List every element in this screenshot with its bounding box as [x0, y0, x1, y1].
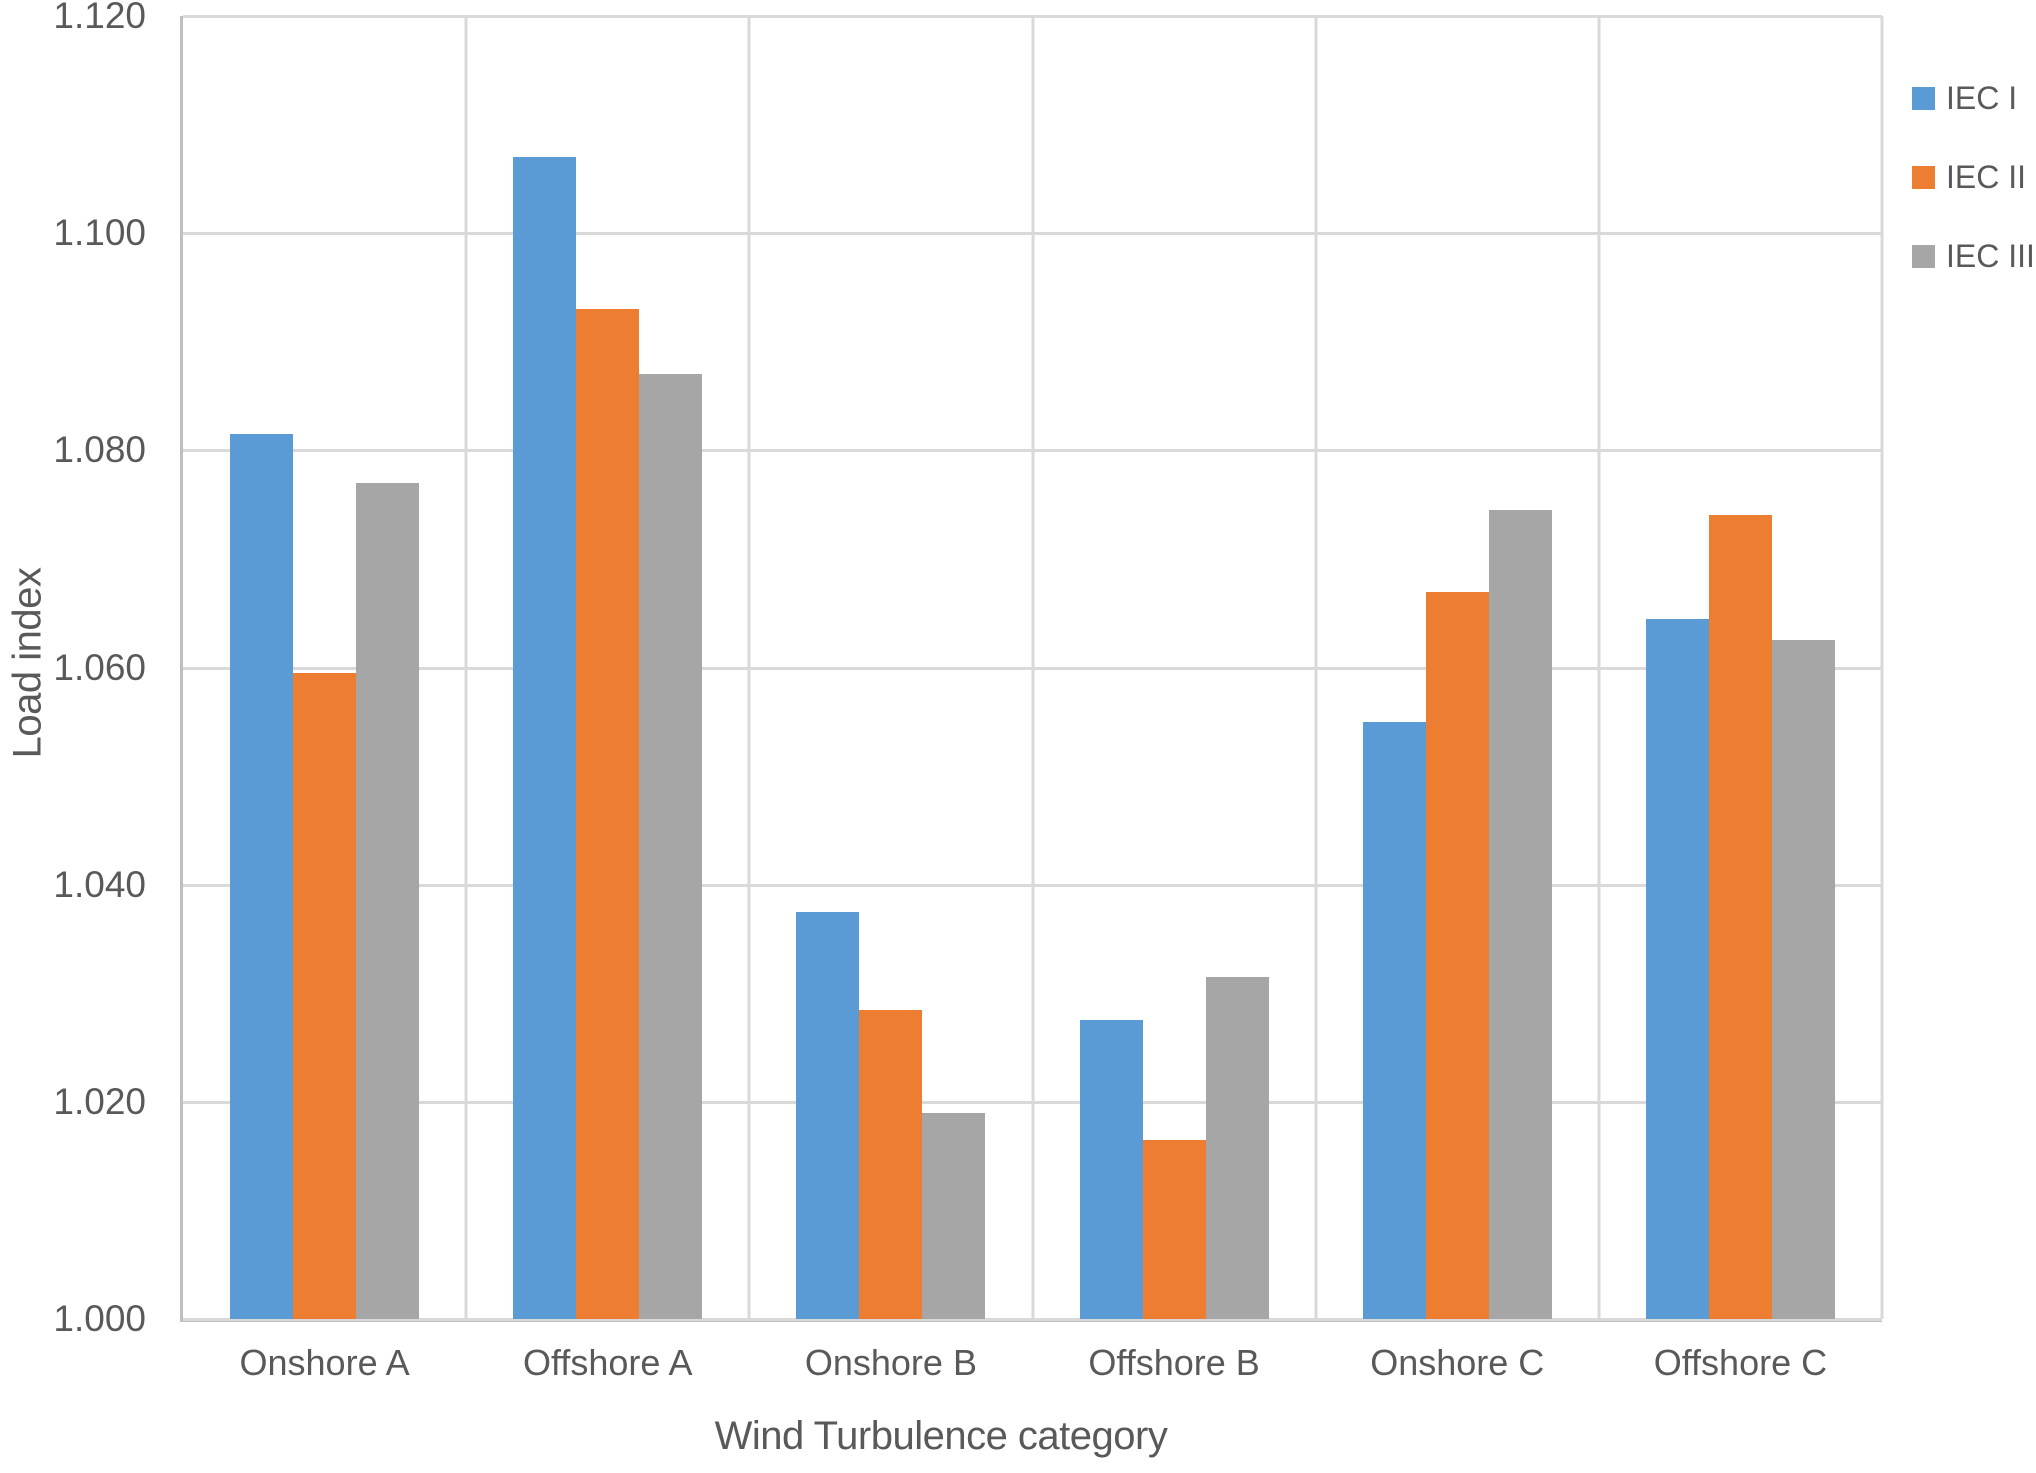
bar-iec-iii-onshore-c	[1488, 510, 1552, 1319]
bar-iec-iii-offshore-a	[639, 374, 703, 1319]
category-column-offshore-a	[466, 16, 749, 1319]
bar-group-offshore-a	[513, 16, 703, 1319]
bar-iec-iii-onshore-a	[356, 482, 419, 1319]
y-axis-line	[180, 16, 183, 1322]
legend-label-iec-i: IEC I	[1946, 79, 2018, 116]
y-tick-label-1.020: 1.020	[53, 1080, 146, 1122]
legend-label-iec-iii: IEC III	[1946, 237, 2035, 274]
y-tick-label-1.040: 1.040	[53, 863, 146, 905]
bar-iec-i-offshore-a	[513, 157, 577, 1319]
v-gridline-5	[1597, 16, 1601, 1319]
v-gridline-4	[1314, 16, 1318, 1319]
legend-label-iec-ii: IEC II	[1946, 158, 2027, 195]
legend-swatch-iec-iii	[1912, 244, 1935, 268]
bar-group-offshore-c	[1645, 16, 1835, 1319]
x-category-label-onshore-b: Onshore B	[804, 1342, 977, 1383]
bar-iec-ii-offshore-a	[576, 309, 640, 1319]
bar-iec-ii-onshore-b	[859, 1009, 923, 1319]
plot-area	[180, 15, 1884, 1322]
bar-group-offshore-b	[1079, 16, 1269, 1319]
bar-group-onshore-c	[1362, 16, 1552, 1319]
legend: IEC I IEC II IEC III	[1912, 80, 2035, 323]
x-category-label-offshore-a: Offshore A	[523, 1342, 693, 1383]
bar-iec-iii-offshore-c	[1771, 640, 1835, 1319]
plot-right-border	[1880, 16, 1884, 1319]
legend-item-iec-ii: IEC II	[1912, 159, 2035, 195]
x-category-label-offshore-c: Offshore C	[1653, 1342, 1828, 1383]
h-gridline-1.000	[183, 1318, 1882, 1321]
bar-iec-i-offshore-b	[1079, 1020, 1143, 1319]
bar-group-onshore-a	[230, 16, 419, 1319]
legend-swatch-iec-i	[1912, 86, 1935, 110]
category-column-onshore-c	[1316, 16, 1599, 1319]
category-column-onshore-a	[183, 16, 466, 1319]
bar-iec-iii-onshore-b	[922, 1112, 986, 1319]
bar-iec-i-onshore-c	[1362, 721, 1426, 1319]
legend-item-iec-i: IEC I	[1912, 80, 2035, 116]
y-tick-label-1.100: 1.100	[53, 212, 146, 254]
bar-iec-ii-onshore-c	[1425, 591, 1489, 1319]
y-tick-label-1.000: 1.000	[53, 1298, 146, 1339]
bar-iec-ii-onshore-a	[293, 672, 357, 1319]
bar-iec-i-onshore-a	[230, 434, 294, 1319]
bar-iec-i-onshore-b	[796, 911, 860, 1319]
bar-iec-iii-offshore-b	[1205, 976, 1269, 1319]
y-tick-label-1.060: 1.060	[53, 646, 146, 688]
x-axis-title: Wind Turbulence category	[714, 1414, 1168, 1458]
y-tick-label-1.080: 1.080	[53, 429, 146, 471]
bar-iec-ii-offshore-b	[1142, 1139, 1206, 1319]
x-category-label-onshore-a: Onshore A	[239, 1342, 410, 1383]
y-tick-label-1.120: 1.120	[53, 0, 146, 36]
v-gridline-2	[747, 16, 751, 1319]
x-category-label-onshore-c: Onshore C	[1370, 1342, 1545, 1383]
category-column-offshore-c	[1599, 16, 1882, 1319]
legend-swatch-iec-ii	[1912, 165, 1935, 189]
v-gridline-1	[464, 16, 468, 1319]
category-column-offshore-b	[1033, 16, 1316, 1319]
bar-iec-ii-offshore-c	[1708, 515, 1772, 1319]
legend-item-iec-iii: IEC III	[1912, 238, 2035, 274]
bar-group-onshore-b	[796, 16, 986, 1319]
v-gridline-3	[1031, 16, 1034, 1319]
x-category-label-offshore-b: Offshore B	[1088, 1342, 1260, 1383]
category-column-onshore-b	[749, 16, 1032, 1319]
bar-iec-i-offshore-c	[1645, 618, 1709, 1319]
